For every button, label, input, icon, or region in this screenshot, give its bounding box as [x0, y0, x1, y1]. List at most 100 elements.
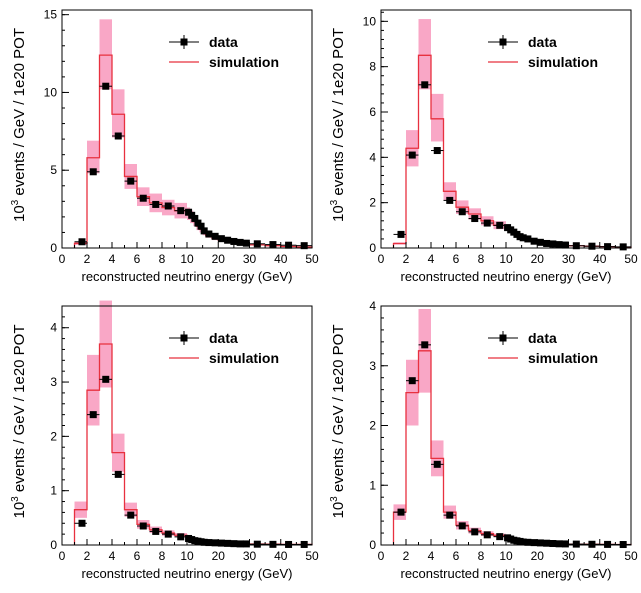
data-point: [409, 377, 416, 384]
x-axis-label: reconstructed neutrino energy (GeV): [82, 269, 293, 284]
data-point: [496, 533, 503, 540]
y-axis-label-base: 10: [11, 205, 28, 222]
data-point: [177, 533, 184, 540]
y-axis-label-base: 10: [330, 502, 347, 519]
data-point: [537, 239, 544, 246]
data-point: [484, 220, 491, 227]
data-point: [446, 197, 453, 204]
data-point: [434, 461, 441, 468]
data-point: [237, 540, 244, 547]
data-point: [90, 411, 97, 418]
data-point: [471, 215, 478, 222]
x-tick-label: 20: [531, 252, 545, 266]
y-tick-label: 1: [50, 484, 57, 498]
x-tick-label: 8: [478, 252, 485, 266]
data-point: [421, 341, 428, 348]
data-point: [604, 243, 611, 250]
data-point: [398, 509, 405, 516]
x-axis-label: reconstructed neutrino energy (GeV): [401, 566, 612, 581]
data-point: [205, 231, 212, 238]
data-point: [254, 240, 261, 247]
y-tick-label: 10: [363, 14, 377, 28]
y-axis-label: 103 events / GeV / 1e20 POT: [10, 28, 28, 222]
x-tick-label: 20: [531, 549, 545, 563]
x-tick-label: 2: [84, 549, 91, 563]
x-axis-label: reconstructed neutrino energy (GeV): [82, 566, 293, 581]
data-point: [484, 531, 491, 538]
y-tick-label: 3: [50, 375, 57, 389]
data-point: [102, 83, 109, 90]
data-point: [140, 195, 147, 202]
x-tick-label: 6: [134, 252, 141, 266]
data-point: [165, 531, 172, 538]
x-tick-label: 40: [593, 252, 607, 266]
data-point: [237, 239, 244, 246]
y-axis-label-base: 10: [330, 205, 347, 222]
data-point: [254, 541, 261, 548]
legend-data-marker: [500, 39, 507, 46]
y-tick-label: 0: [369, 241, 376, 255]
y-axis-label-rest: events / GeV / 1e20 POT: [330, 324, 347, 496]
legend-data-marker: [500, 335, 507, 342]
x-tick-label: 6: [453, 252, 460, 266]
x-tick-label: 2: [403, 549, 410, 563]
x-tick-label: 30: [562, 549, 576, 563]
legend-label-simulation: simulation: [209, 54, 279, 70]
x-tick-label: 10: [180, 549, 194, 563]
data-point: [556, 540, 563, 547]
x-tick-label: 2: [403, 252, 410, 266]
legend-label-data: data: [528, 34, 557, 50]
y-tick-label: 6: [369, 105, 376, 119]
data-point: [543, 240, 550, 247]
x-tick-label: 50: [305, 549, 319, 563]
y-tick-label: 3: [369, 359, 376, 373]
y-tick-label: 0: [369, 538, 376, 552]
x-tick-label: 30: [243, 549, 257, 563]
simulation-band-bin: [112, 89, 125, 137]
y-tick-label: 0: [50, 538, 57, 552]
data-point: [243, 540, 250, 547]
y-axis-label: 103 events / GeV / 1e20 POT: [329, 324, 347, 518]
data-point: [127, 178, 134, 185]
data-point: [562, 540, 569, 547]
simulation-band-bin: [431, 94, 444, 142]
data-point: [459, 208, 466, 215]
y-axis-label-rest: events / GeV / 1e20 POT: [11, 324, 28, 496]
x-tick-label: 6: [453, 549, 460, 563]
x-tick-label: 2: [84, 252, 91, 266]
data-point: [218, 540, 225, 547]
y-axis-label: 103 events / GeV / 1e20 POT: [329, 28, 347, 222]
data-point: [115, 471, 122, 478]
legend-label-simulation: simulation: [209, 350, 279, 366]
data-point: [90, 168, 97, 175]
x-tick-label: 8: [159, 549, 166, 563]
y-tick-label: 5: [50, 163, 57, 177]
data-point: [421, 81, 428, 88]
y-tick-label: 0: [50, 241, 57, 255]
y-tick-label: 1: [369, 478, 376, 492]
y-tick-label: 2: [369, 419, 376, 433]
x-tick-label: 0: [59, 252, 66, 266]
x-axis-label: reconstructed neutrino energy (GeV): [401, 269, 612, 284]
y-axis-label-rest: events / GeV / 1e20 POT: [330, 28, 347, 200]
data-point: [269, 541, 276, 548]
data-point: [301, 541, 308, 548]
x-tick-label: 8: [478, 549, 485, 563]
legend-data-marker: [181, 39, 188, 46]
x-tick-label: 40: [274, 549, 288, 563]
legend-label-data: data: [209, 34, 238, 50]
y-tick-label: 8: [369, 60, 376, 74]
data-point: [409, 152, 416, 159]
x-tick-label: 0: [378, 549, 385, 563]
data-point: [224, 237, 231, 244]
data-point: [140, 522, 147, 529]
data-point: [471, 528, 478, 535]
y-tick-label: 4: [369, 299, 376, 313]
x-tick-label: 10: [180, 252, 194, 266]
data-point: [115, 133, 122, 140]
legend-label-simulation: simulation: [528, 350, 598, 366]
data-point: [212, 233, 219, 240]
